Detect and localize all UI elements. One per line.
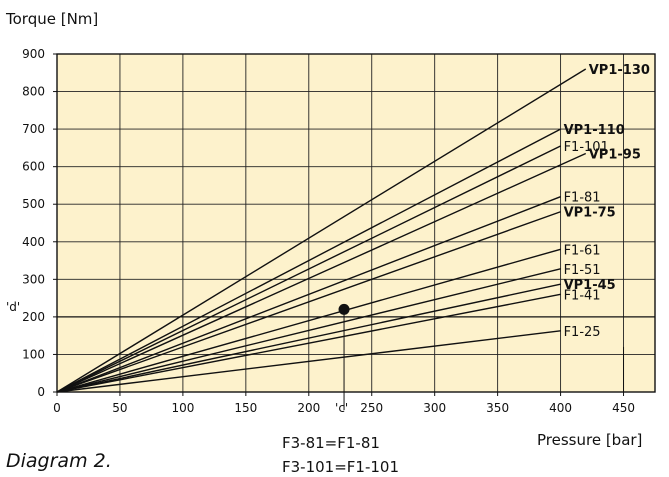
plot-background [57,54,655,392]
y-tick-label: 900 [22,47,45,61]
c-marker-label: 'c' [335,401,348,415]
series-line-vp1-75 [56,211,561,393]
series-line-f1-25 [56,330,561,393]
series-label-vp1-110: VP1-110 [564,123,625,138]
d-marker-label: 'd' [6,300,20,314]
series-label-f1-101: F1-101 [564,140,609,155]
y-tick-label: 400 [22,235,45,249]
x-tick-label: 100 [171,401,194,415]
plot-border [56,53,656,393]
x-tick-label: 150 [234,401,257,415]
x-tick-label: 0 [53,401,61,415]
equivalence-note-1: F3-81=F1-81 [282,434,380,452]
x-tick-label: 350 [486,401,509,415]
x-tick-label: 450 [612,401,635,415]
x-tick-label: 50 [112,401,127,415]
x-tick-label: 200 [297,401,320,415]
series-line-vp1-130 [56,68,587,393]
series-label-vp1-130: VP1-130 [589,63,650,78]
y-axis-title: Torque [Nm] [5,10,98,28]
series-label-f1-25: F1-25 [564,325,601,340]
series-label-vp1-75: VP1-75 [564,206,616,221]
series-line-f1-101 [56,145,561,393]
x-axis-title: Pressure [bar] [537,431,642,449]
operating-point [338,303,350,315]
y-tick-label: 800 [22,85,45,99]
series-line-f1-61 [56,248,561,393]
x-tick-label: 300 [423,401,446,415]
series-line-f1-41 [56,293,561,393]
series-lines [56,68,587,393]
y-tick-label: 700 [22,122,45,136]
series-label-f1-41: F1-41 [564,288,601,303]
series-line-vp1-110 [56,128,561,393]
diagram-caption: Diagram 2. [6,450,112,472]
y-tick-label: 600 [22,160,45,174]
y-tick-label: 500 [22,197,45,211]
y-tick-label: 200 [22,310,45,324]
series-label-f1-51: F1-51 [564,263,601,278]
series-label-vp1-45: VP1-45 [564,278,616,293]
axis-ticks: 0 50 100 150 200 250 300 350 400 450 0 100 200 300 400… [22,47,635,415]
y-tick-label: 300 [22,272,45,286]
series-line-f1-81 [56,196,561,393]
series-line-vp1-95 [56,152,587,393]
series-label-vp1-95: VP1-95 [589,148,641,163]
series-label-f1-81: F1-81 [564,191,601,206]
y-tick-label: 0 [37,385,45,399]
annotations: 'c' 'd' [6,300,655,415]
x-tick-label: 400 [549,401,572,415]
series-line-vp1-45 [56,283,561,393]
y-tick-label: 100 [22,347,45,361]
equivalence-note-2: F3-101=F1-101 [282,458,399,476]
series-line-f1-51 [56,268,561,393]
series-label-f1-61: F1-61 [564,243,601,258]
x-tick-label: 250 [360,401,383,415]
